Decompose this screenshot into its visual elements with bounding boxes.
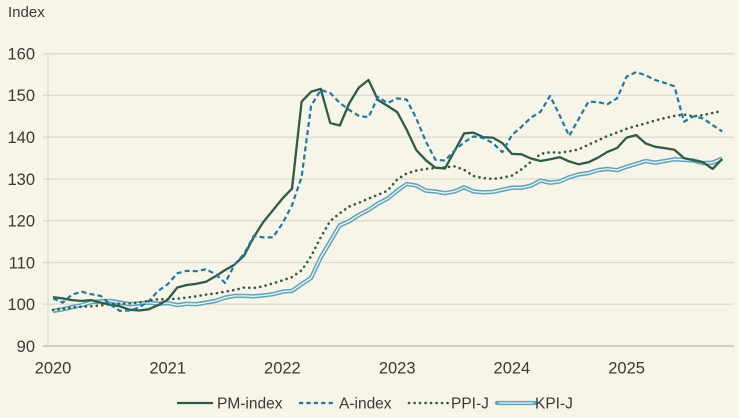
svg-text:130: 130	[7, 171, 35, 189]
svg-text:Index: Index	[8, 4, 45, 21]
svg-text:2020: 2020	[35, 360, 72, 378]
svg-text:KPI-J: KPI-J	[535, 396, 573, 413]
svg-text:2025: 2025	[608, 360, 645, 378]
svg-text:110: 110	[9, 254, 35, 272]
svg-text:150: 150	[7, 87, 35, 105]
svg-text:2023: 2023	[379, 360, 416, 378]
svg-text:100: 100	[7, 296, 35, 314]
svg-text:90: 90	[17, 338, 35, 356]
svg-text:PM-index: PM-index	[217, 396, 283, 413]
svg-text:A-index: A-index	[339, 396, 392, 413]
svg-text:160: 160	[7, 46, 35, 64]
svg-text:120: 120	[7, 213, 35, 231]
svg-text:140: 140	[7, 129, 35, 147]
svg-text:PPI-J: PPI-J	[451, 396, 489, 413]
svg-text:2022: 2022	[264, 360, 301, 378]
svg-text:2021: 2021	[149, 360, 186, 378]
svg-text:2024: 2024	[494, 360, 531, 378]
